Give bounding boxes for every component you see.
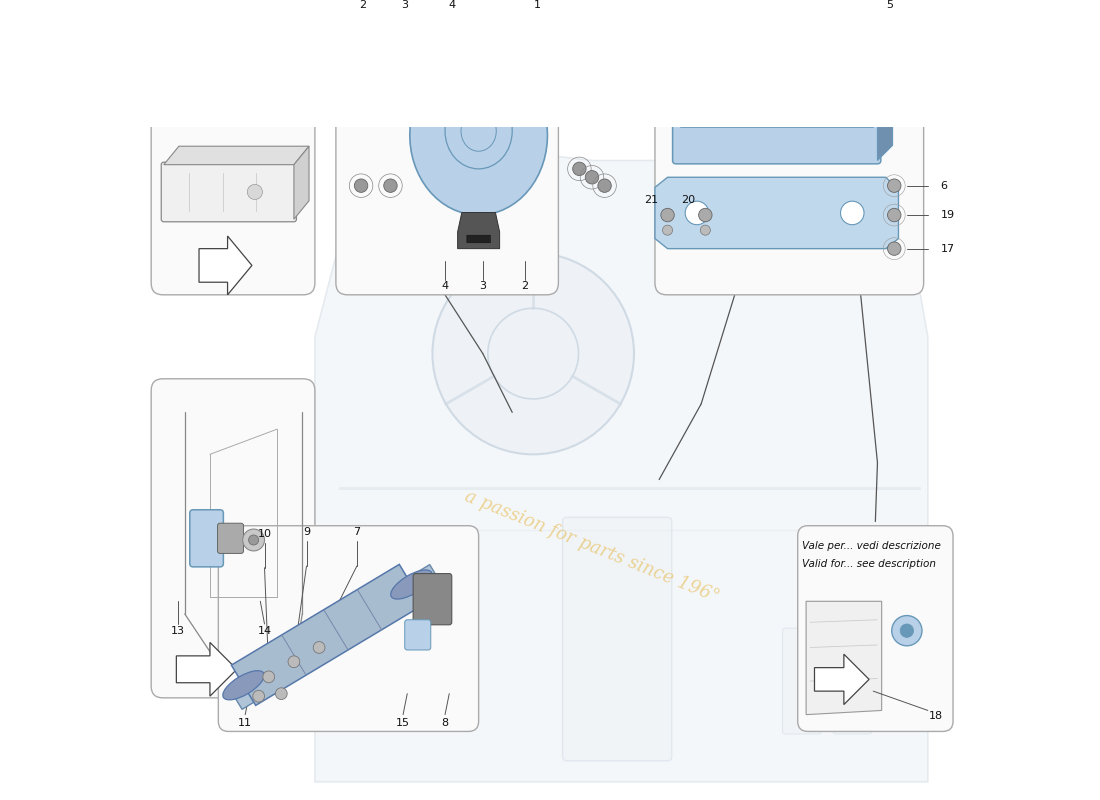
Text: 10: 10 [257,529,272,539]
Circle shape [183,49,192,59]
Circle shape [698,208,712,222]
FancyBboxPatch shape [336,0,559,295]
Polygon shape [164,146,309,165]
Text: 16: 16 [167,0,182,1]
Circle shape [857,30,868,42]
FancyBboxPatch shape [672,39,881,164]
Text: 6: 6 [940,181,947,190]
Circle shape [288,656,300,668]
Text: 20: 20 [682,195,695,205]
Text: 17: 17 [940,244,955,254]
Polygon shape [814,654,869,705]
Polygon shape [410,57,548,215]
Circle shape [432,253,634,454]
Text: 2: 2 [360,0,366,10]
Polygon shape [458,213,499,249]
Polygon shape [878,28,892,161]
Circle shape [263,671,275,682]
FancyBboxPatch shape [218,526,478,731]
Circle shape [840,201,864,225]
Circle shape [248,185,263,199]
FancyBboxPatch shape [218,523,243,554]
FancyBboxPatch shape [414,574,452,625]
Circle shape [222,49,232,59]
FancyBboxPatch shape [151,378,315,698]
Circle shape [888,208,901,222]
Text: 14: 14 [257,626,272,636]
Circle shape [573,162,586,175]
Text: 4: 4 [448,0,455,10]
Text: 9: 9 [302,527,310,538]
FancyBboxPatch shape [654,0,924,295]
Circle shape [585,170,598,184]
Text: Vale per... vedi descrizione: Vale per... vedi descrizione [802,541,940,551]
Circle shape [662,225,672,235]
Circle shape [888,179,901,192]
Polygon shape [199,236,252,295]
Text: 5: 5 [887,0,893,10]
Text: 11: 11 [239,718,252,728]
Circle shape [249,535,258,545]
Text: 3: 3 [480,282,486,291]
Circle shape [685,201,708,225]
Circle shape [705,30,717,42]
Polygon shape [315,144,927,782]
Polygon shape [176,642,236,696]
Text: 13: 13 [170,626,185,636]
Circle shape [900,624,914,638]
Circle shape [488,308,579,399]
Text: 21: 21 [644,195,658,205]
FancyBboxPatch shape [466,235,491,242]
Circle shape [354,179,367,192]
Circle shape [888,242,901,255]
Circle shape [253,690,264,702]
Polygon shape [294,146,309,219]
Circle shape [275,688,287,699]
FancyBboxPatch shape [151,0,315,295]
Text: 4: 4 [441,282,449,291]
Circle shape [384,179,397,192]
Text: a passion for parts since 196°: a passion for parts since 196° [462,487,722,606]
Text: 19: 19 [940,210,955,220]
Circle shape [243,529,264,551]
Polygon shape [693,28,729,43]
FancyBboxPatch shape [562,518,672,761]
Ellipse shape [390,570,432,599]
Polygon shape [806,602,882,714]
Polygon shape [228,565,443,710]
Polygon shape [844,28,880,43]
Polygon shape [231,564,424,706]
Circle shape [598,179,612,192]
Circle shape [661,208,674,222]
Text: 2: 2 [521,282,528,291]
Text: 18: 18 [930,711,944,722]
Text: 7: 7 [353,527,361,538]
Ellipse shape [223,670,264,700]
Circle shape [314,642,324,654]
Circle shape [892,615,922,646]
Circle shape [701,225,711,235]
Text: 3: 3 [402,0,408,10]
FancyBboxPatch shape [833,628,871,734]
Text: 1: 1 [534,0,541,10]
FancyBboxPatch shape [798,526,953,731]
FancyBboxPatch shape [190,510,223,567]
Polygon shape [654,178,899,249]
FancyBboxPatch shape [405,620,431,650]
Text: 15: 15 [396,718,410,728]
Text: Valid for... see description: Valid for... see description [802,559,936,570]
Circle shape [176,35,190,50]
Text: 8: 8 [441,718,449,728]
Circle shape [214,35,230,50]
Text: 12: 12 [207,0,221,1]
FancyBboxPatch shape [782,628,822,734]
Polygon shape [675,28,892,43]
FancyBboxPatch shape [162,162,296,222]
